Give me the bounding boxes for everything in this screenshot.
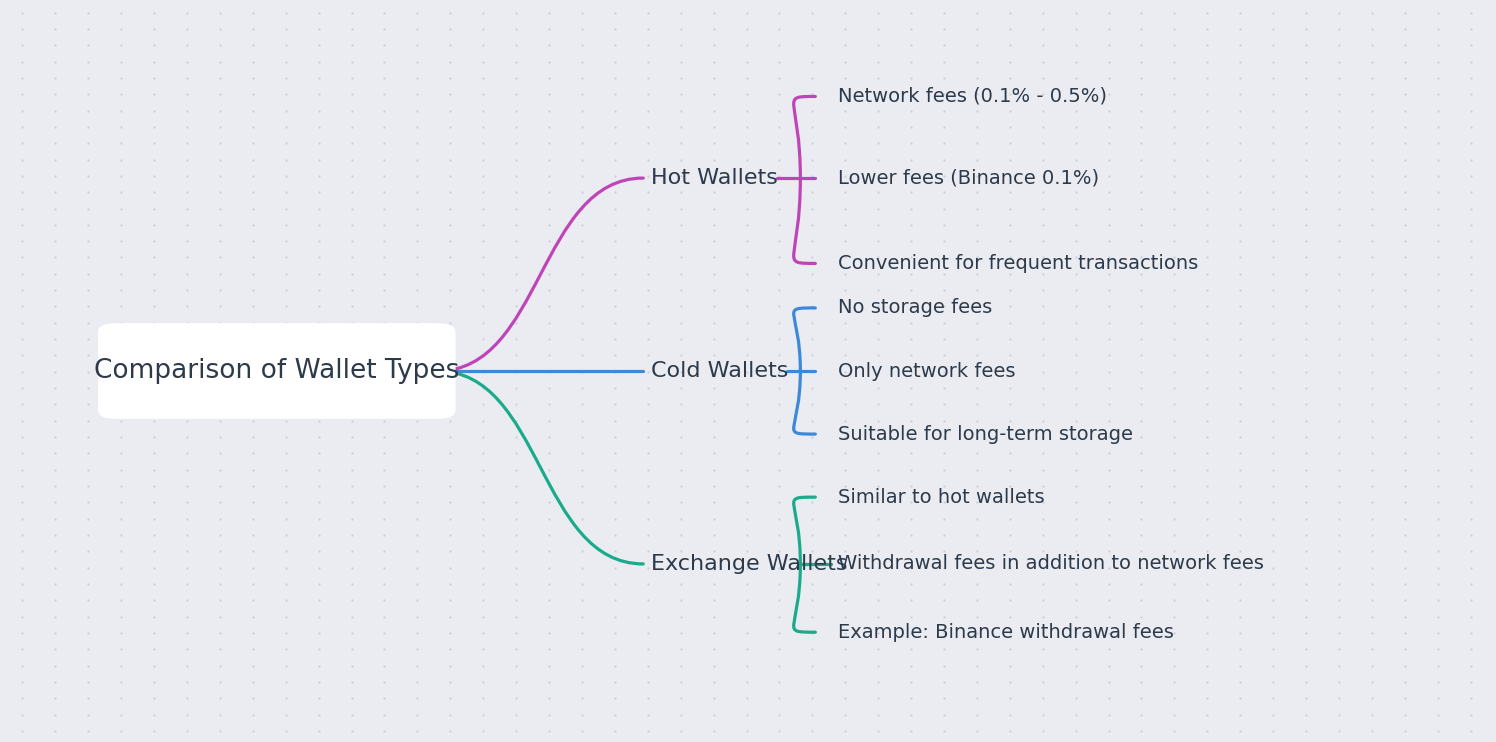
Text: Lower fees (Binance 0.1%): Lower fees (Binance 0.1%) [838,168,1100,188]
Text: Example: Binance withdrawal fees: Example: Binance withdrawal fees [838,623,1174,642]
FancyBboxPatch shape [99,324,455,418]
Text: Network fees (0.1% - 0.5%): Network fees (0.1% - 0.5%) [838,87,1107,106]
Text: Hot Wallets: Hot Wallets [651,168,778,188]
Text: Convenient for frequent transactions: Convenient for frequent transactions [838,254,1198,273]
Text: Only network fees: Only network fees [838,361,1016,381]
Text: Comparison of Wallet Types: Comparison of Wallet Types [94,358,459,384]
Text: Suitable for long-term storage: Suitable for long-term storage [838,424,1132,444]
Text: Withdrawal fees in addition to network fees: Withdrawal fees in addition to network f… [838,554,1264,574]
Text: Cold Wallets: Cold Wallets [651,361,788,381]
Text: Exchange Wallets: Exchange Wallets [651,554,847,574]
Text: Similar to hot wallets: Similar to hot wallets [838,487,1044,507]
Text: No storage fees: No storage fees [838,298,992,318]
